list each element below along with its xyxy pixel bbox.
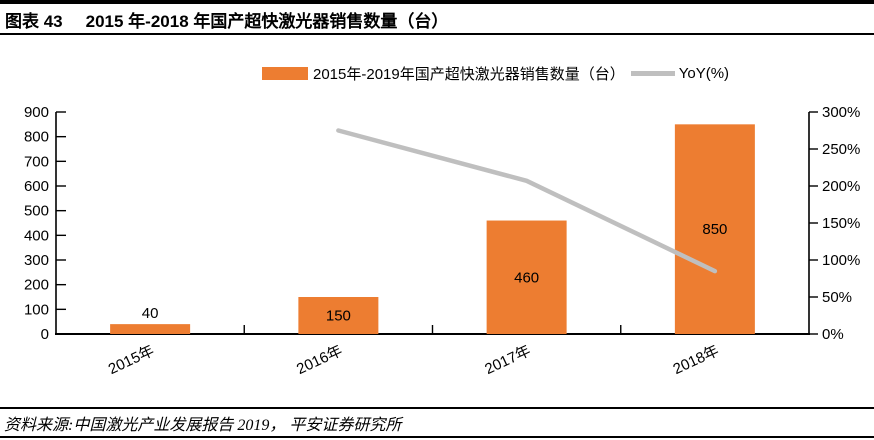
bar-value-label: 150 — [326, 308, 351, 325]
top-rule — [0, 0, 874, 4]
bar-value-label: 460 — [514, 269, 539, 286]
footer-rule-bottom — [0, 436, 874, 438]
bar-value-label: 40 — [142, 305, 159, 322]
left-axis-tick-label: 0 — [41, 326, 49, 343]
left-axis-tick-label: 400 — [24, 227, 49, 244]
figure-title: 图表 43 2015 年-2018 年国产超快激光器销售数量（台） — [5, 7, 448, 32]
footer-rule-top — [0, 407, 874, 409]
right-axis-tick-label: 100% — [822, 252, 860, 269]
left-axis-tick-label: 200 — [24, 277, 49, 294]
source-note: 资料来源:中国激光产业发展报告 2019， 平安证券研究所 — [4, 417, 402, 434]
figure-label: 图表 43 — [5, 12, 63, 31]
yoy-line — [336, 128, 718, 274]
left-axis-tick-label: 800 — [24, 129, 49, 146]
left-axis-tick-label: 100 — [24, 301, 49, 318]
bar-value-label: 850 — [702, 221, 727, 238]
x-axis-category-label: 2015年 — [106, 342, 157, 378]
left-axis-tick-label: 700 — [24, 153, 49, 170]
left-axis-tick-label: 300 — [24, 252, 49, 269]
right-axis-tick-label: 0% — [822, 326, 844, 343]
left-axis-tick-label: 500 — [24, 203, 49, 220]
title-rule — [0, 33, 874, 35]
bar-2016 — [298, 297, 379, 334]
right-axis-tick-label: 250% — [822, 141, 860, 158]
figure-title-text: 2015 年-2018 年国产超快激光器销售数量（台） — [85, 12, 449, 31]
left-axis-tick-label: 900 — [24, 104, 49, 121]
left-axis-tick-label: 600 — [24, 178, 49, 195]
x-axis-category-label: 2018年 — [671, 342, 722, 378]
bar-2018 — [674, 124, 755, 334]
line-series-label: YoY(%) — [678, 65, 730, 82]
right-axis-tick-label: 300% — [822, 104, 860, 121]
bar-2015 — [110, 324, 191, 334]
chart-region: 2015年-2019年国产超快激光器销售数量（台） YoY(%) 0 100 200… — [0, 35, 874, 407]
bar-2017 — [486, 220, 567, 334]
right-axis-tick-label: 150% — [822, 215, 860, 232]
chart-legend: 2015年-2019年国产超快激光器销售数量（台） YoY(%) — [262, 63, 729, 84]
right-axis-tick-label: 200% — [822, 178, 860, 195]
right-axis-tick-label: 50% — [822, 289, 852, 306]
bar-series-swatch — [262, 67, 308, 80]
bar-series-label: 2015年-2019年国产超快激光器销售数量（台） — [313, 66, 625, 83]
combo-chart: 0 100 200 300 400 500 600 700 800 900 0% 50% 100% 150… — [24, 104, 860, 378]
x-axis-category-label: 2016年 — [294, 342, 345, 378]
x-axis-category-label: 2017年 — [482, 342, 533, 378]
line-series-swatch — [630, 71, 675, 76]
